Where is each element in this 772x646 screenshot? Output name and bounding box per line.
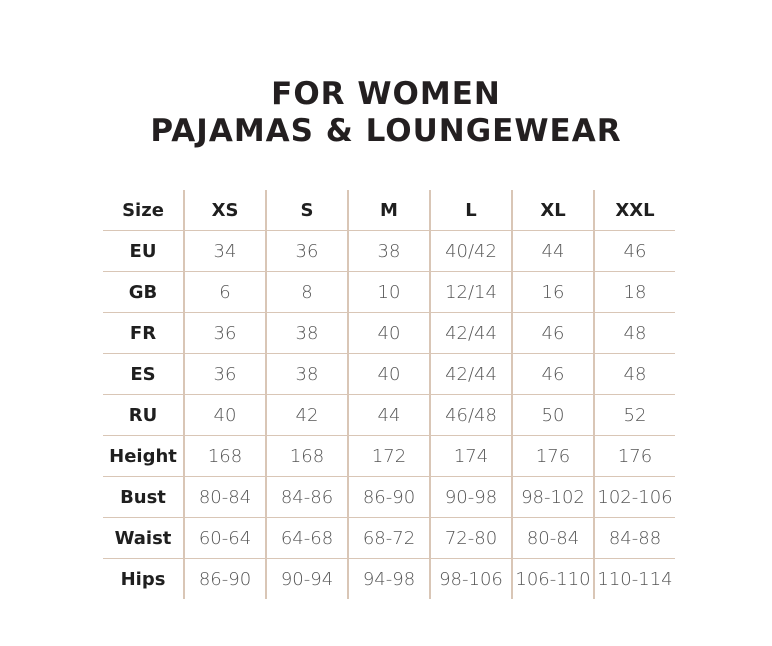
table-cell: 176 bbox=[512, 435, 595, 477]
row-label: ES bbox=[103, 353, 185, 395]
table-cell: 172 bbox=[348, 435, 431, 477]
table-cell: 110-114 bbox=[597, 568, 673, 590]
table-cell: 106-110 bbox=[512, 558, 595, 599]
table-row: FR 36 38 40 42/44 46 48 bbox=[103, 312, 675, 354]
column-header: M bbox=[348, 190, 431, 231]
table-cell: 40 bbox=[184, 394, 267, 436]
table-cell: 46/48 bbox=[430, 394, 513, 436]
table-cell: 44 bbox=[512, 230, 595, 272]
table-cell: 168 bbox=[184, 435, 267, 477]
table-cell: 48 bbox=[594, 312, 675, 354]
table-cell: 42 bbox=[266, 394, 349, 436]
table-row: Waist 60-64 64-68 68-72 72-80 80-84 84-88 bbox=[103, 517, 675, 559]
title-line-2: PAJAMAS & LOUNGEWEAR bbox=[150, 113, 622, 149]
table-row: GB 6 8 10 12/14 16 18 bbox=[103, 271, 675, 313]
table-cell: 18 bbox=[594, 271, 675, 313]
row-label: Height bbox=[103, 435, 185, 477]
table-cell: 98-102 bbox=[512, 476, 595, 518]
table-cell: 46 bbox=[512, 312, 595, 354]
table-row: Hips 86-90 90-94 94-98 98-106 106-110 110-114 bbox=[103, 558, 675, 599]
table-cell: 36 bbox=[266, 230, 349, 272]
column-header: Size bbox=[103, 190, 185, 231]
table-cell: 90-94 bbox=[266, 558, 349, 599]
table-cell: 42/44 bbox=[430, 312, 513, 354]
size-chart-table: Size XS S M L XL XXL EU 34 36 38 40/42 44 46 GB 6 8 10 12/… bbox=[103, 190, 675, 599]
table-cell: 90-98 bbox=[430, 476, 513, 518]
table-cell: 16 bbox=[512, 271, 595, 313]
table-cell: 36 bbox=[184, 353, 267, 395]
table-cell: 42/44 bbox=[430, 353, 513, 395]
table-cell: 50 bbox=[512, 394, 595, 436]
column-header: S bbox=[266, 190, 349, 231]
table-cell: 176 bbox=[594, 435, 675, 477]
table-cell: 98-106 bbox=[430, 558, 513, 599]
table-cell: 10 bbox=[348, 271, 431, 313]
table-cell: 8 bbox=[266, 271, 349, 313]
table-row: ES 36 38 40 42/44 46 48 bbox=[103, 353, 675, 395]
table-cell: 12/14 bbox=[430, 271, 513, 313]
table-cell: 38 bbox=[266, 312, 349, 354]
table-cell: 44 bbox=[348, 394, 431, 436]
table-cell: 40/42 bbox=[430, 230, 513, 272]
table-row: EU 34 36 38 40/42 44 46 bbox=[103, 230, 675, 272]
table-cell: 40 bbox=[348, 312, 431, 354]
table-cell: 40 bbox=[348, 353, 431, 395]
row-label: EU bbox=[103, 230, 185, 272]
table-cell: 94-98 bbox=[348, 558, 431, 599]
column-header: L bbox=[430, 190, 513, 231]
table-cell: 80-84 bbox=[512, 517, 595, 559]
table-cell: 86-90 bbox=[348, 476, 431, 518]
table-cell: 46 bbox=[594, 230, 675, 272]
table-cell: 36 bbox=[184, 312, 267, 354]
table-cell: 68-72 bbox=[348, 517, 431, 559]
table-cell: 174 bbox=[430, 435, 513, 477]
table-cell: 64-68 bbox=[266, 517, 349, 559]
table-cell: 6 bbox=[184, 271, 267, 313]
column-header: XXL bbox=[594, 190, 675, 231]
row-label: FR bbox=[103, 312, 185, 354]
table-cell: 86-90 bbox=[184, 558, 267, 599]
row-label: GB bbox=[103, 271, 185, 313]
table-cell: 38 bbox=[266, 353, 349, 395]
table-cell: 38 bbox=[348, 230, 431, 272]
table-cell: 84-86 bbox=[266, 476, 349, 518]
table-cell: 84-88 bbox=[594, 517, 675, 559]
table-cell: 72-80 bbox=[430, 517, 513, 559]
table-header-row: Size XS S M L XL XXL bbox=[103, 190, 675, 231]
table-cell: 48 bbox=[594, 353, 675, 395]
row-label: Hips bbox=[103, 558, 185, 599]
table-row: Bust 80-84 84-86 86-90 90-98 98-102 102-106 bbox=[103, 476, 675, 518]
table-cell: 52 bbox=[594, 394, 675, 436]
title-line-1: FOR WOMEN bbox=[271, 76, 501, 112]
table-cell: 102-106 bbox=[594, 476, 675, 518]
table-cell: 80-84 bbox=[184, 476, 267, 518]
table-cell: 46 bbox=[512, 353, 595, 395]
column-header: XS bbox=[184, 190, 267, 231]
row-label: RU bbox=[103, 394, 185, 436]
table-row: RU 40 42 44 46/48 50 52 bbox=[103, 394, 675, 436]
table-cell: 168 bbox=[266, 435, 349, 477]
table-cell: 60-64 bbox=[184, 517, 267, 559]
column-header: XL bbox=[512, 190, 595, 231]
row-label: Bust bbox=[103, 476, 185, 518]
table-cell: 34 bbox=[184, 230, 267, 272]
row-label: Waist bbox=[103, 517, 185, 559]
table-row: Height 168 168 172 174 176 176 bbox=[103, 435, 675, 477]
